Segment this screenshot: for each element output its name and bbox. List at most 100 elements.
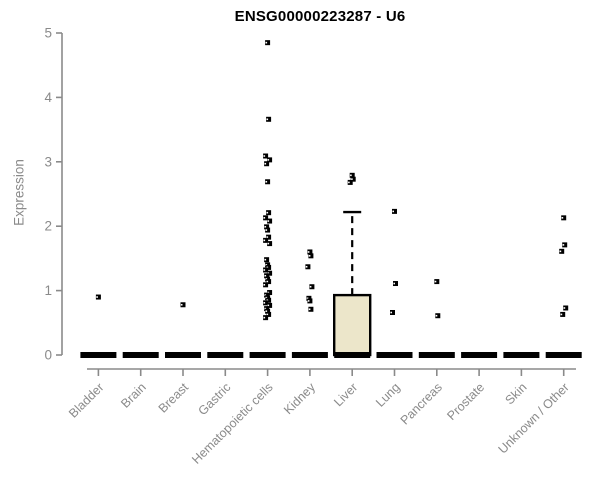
category-label: Liver <box>331 380 360 409</box>
median-bar <box>418 352 455 358</box>
outlier-point <box>560 311 566 317</box>
y-tick-label: 4 <box>44 90 52 105</box>
outlier-point-notch <box>264 162 267 165</box>
y-tick-label: 2 <box>44 219 52 234</box>
outlier-point <box>264 224 270 230</box>
outlier-point <box>265 295 271 301</box>
outlier-point-notch <box>264 226 267 228</box>
outlier-point-notch <box>267 272 270 275</box>
outlier-point <box>264 161 270 167</box>
median-bar <box>334 352 371 358</box>
outlier-point <box>390 309 395 315</box>
box <box>333 293 372 357</box>
outlier-point <box>393 281 398 287</box>
outlier-point <box>305 264 311 270</box>
median-bar <box>376 352 413 358</box>
outlier-point-notch <box>307 300 310 302</box>
outlier-point-notch <box>561 217 564 219</box>
outlier-point <box>263 215 269 221</box>
category-label: Hematopoietic cells <box>189 380 276 467</box>
outlier-point <box>434 279 440 285</box>
outlier-point-notch <box>307 251 310 253</box>
outlier-point <box>264 306 270 312</box>
outlier-point <box>347 179 353 185</box>
outlier-point <box>559 248 565 254</box>
outlier-point-notch <box>263 284 266 286</box>
outlier-point-notch <box>263 316 266 319</box>
outlier-point <box>435 313 441 319</box>
outlier-point <box>561 215 567 221</box>
outlier-point <box>267 302 273 308</box>
outlier-point-notch <box>180 303 183 306</box>
outlier-point-notch <box>263 269 266 271</box>
outlier-point <box>265 262 271 268</box>
outlier-point-notch <box>265 296 268 299</box>
category-label: Bladder <box>66 380 106 420</box>
outlier-point <box>308 306 314 312</box>
outlier-point <box>306 295 312 301</box>
outlier-point-notch <box>348 181 350 184</box>
outlier-point <box>264 292 270 298</box>
outlier-point-notch <box>306 297 309 300</box>
outlier-point <box>267 157 273 163</box>
category-label: Gastric <box>196 380 234 418</box>
y-tick-label: 3 <box>44 154 52 169</box>
median-bar <box>503 352 540 358</box>
outlier-point <box>263 300 269 306</box>
outlier-point <box>307 249 313 255</box>
outlier-point-notch <box>308 308 311 311</box>
outlier-point-notch <box>266 280 269 283</box>
outlier-point <box>349 172 355 178</box>
outlier-point-notch <box>96 296 98 298</box>
outlier-point-notch <box>266 118 269 121</box>
outlier-point-notch <box>305 265 308 268</box>
outlier-point <box>265 40 271 46</box>
outlier-point-notch <box>266 313 269 316</box>
outlier-point <box>264 257 270 263</box>
outlier-point <box>308 253 314 259</box>
y-tick-label: 1 <box>44 283 52 298</box>
outlier-point <box>263 282 269 288</box>
outlier-point-notch <box>264 258 267 261</box>
y-tick-label: 5 <box>44 26 52 41</box>
y-tick-label: 0 <box>44 348 52 363</box>
outlier-point-notch <box>267 159 270 161</box>
outlier-point-notch <box>265 278 268 280</box>
outlier-point-notch <box>559 250 562 253</box>
category-label: Pancreas <box>398 380 445 427</box>
outlier-point-notch <box>265 41 268 44</box>
outlier-point <box>267 290 273 296</box>
category-label: Brain <box>118 380 149 411</box>
outlier-point-notch <box>265 264 268 266</box>
outlier-point <box>307 298 313 304</box>
outlier-point <box>265 308 271 314</box>
outlier-point-notch <box>434 280 437 283</box>
outlier-point <box>267 270 273 276</box>
outlier-point-notch <box>266 266 269 269</box>
outlier-point-notch <box>265 310 268 313</box>
median-bar <box>545 352 582 358</box>
outlier-point-notch <box>263 155 266 157</box>
outlier-point-notch <box>266 211 269 214</box>
outlier-point <box>266 234 272 240</box>
outlier-point-notch <box>263 302 266 304</box>
outlier-point-notch <box>264 274 267 277</box>
median-bar <box>207 352 244 358</box>
outlier-point-notch <box>267 304 270 307</box>
outlier-point-notch <box>351 178 353 180</box>
outlier-point <box>265 179 271 185</box>
outlier-point <box>263 315 269 321</box>
outlier-point <box>266 297 272 303</box>
outlier-point <box>264 273 270 279</box>
outlier-point-notch <box>264 307 267 310</box>
category-label: Lung <box>373 380 403 410</box>
outlier-point-notch <box>562 244 565 246</box>
outlier-point <box>263 267 269 273</box>
outlier-point <box>266 210 272 216</box>
outlier-point <box>350 176 356 182</box>
outlier-point-notch <box>309 285 312 288</box>
outlier-point-notch <box>265 180 268 183</box>
category-label: Breast <box>156 380 192 416</box>
